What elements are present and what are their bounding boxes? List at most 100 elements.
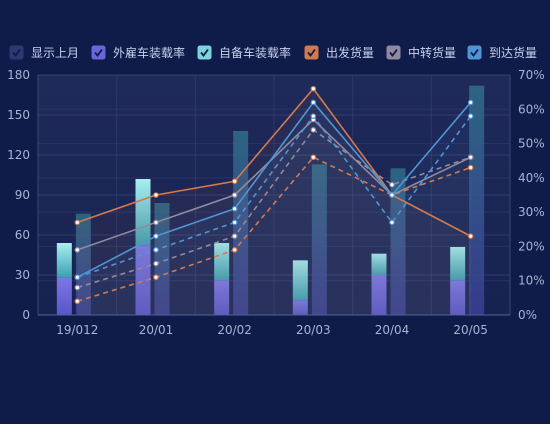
line-area-到达货量 [77,102,471,315]
legend-checkbox[interactable] [9,45,24,60]
bars [56,85,485,316]
legend: 显示上月 外雇车装载率 自备车装载率 出发货量 中转货量 到达货量 [9,45,537,60]
data-point[interactable] [153,219,159,226]
data-point[interactable] [467,233,474,239]
data-point[interactable] [231,178,238,185]
series-line-到达货量[interactable] [76,101,472,278]
legend-checkbox[interactable] [304,45,319,60]
legend-label: 中转货量 [408,45,456,60]
y-left-tick-label: 0 [22,308,30,322]
bar-current-top[interactable] [292,260,308,301]
bar-previous[interactable] [311,164,327,315]
bar-current-bottom[interactable] [135,245,151,315]
y-right-tick-label: 50% [518,137,545,151]
legend-item[interactable]: 到达货量 [467,45,537,60]
legend-checkbox[interactable] [467,45,482,60]
data-point[interactable] [153,247,159,253]
series-line-到达货量(上月)[interactable] [77,114,472,279]
legend-checkbox[interactable] [386,45,401,60]
y-right-tick-label: 10% [518,274,545,288]
y-left-tick-label: 120 [7,148,30,162]
bar-previous[interactable] [233,131,249,315]
data-point[interactable] [310,85,317,92]
legend-item[interactable]: 自备车装载率 [197,45,291,60]
bar-current-bottom[interactable] [214,280,230,315]
bar-previous[interactable] [75,213,91,315]
data-point[interactable] [310,99,317,106]
line-area-中转货量 [77,119,471,315]
data-point[interactable] [153,233,159,239]
series-line-中转货量[interactable] [77,118,472,251]
bar-current-top[interactable] [450,247,466,281]
x-tick-label: 20/01 [139,323,174,337]
series-line-出发货量[interactable] [77,87,472,237]
data-point[interactable] [74,247,81,253]
check-icon [94,48,103,57]
legend-label: 显示上月 [31,46,79,60]
data-point[interactable] [310,154,317,161]
data-point[interactable] [74,274,81,281]
data-point[interactable] [467,99,474,106]
data-point[interactable] [74,284,81,291]
data-point[interactable] [389,192,395,198]
check-icon [12,48,21,57]
y-left-tick-label: 150 [7,108,30,122]
x-tick-label: 20/05 [453,323,488,337]
data-point[interactable] [231,219,238,226]
data-point[interactable] [153,192,159,198]
legend-label: 出发货量 [326,45,374,60]
data-point[interactable] [153,274,159,281]
line-area-出发货量 [77,88,471,315]
data-point[interactable] [310,127,317,133]
data-point[interactable] [231,233,238,239]
lines [74,85,474,305]
legend-checkbox[interactable] [197,45,212,60]
data-point[interactable] [310,113,317,119]
data-point[interactable] [231,205,238,212]
data-point[interactable] [467,154,474,161]
y-right-tick-label: 70% [518,68,545,82]
x-tick-label: 20/02 [217,323,252,337]
y-right-tick-label: 30% [518,205,545,219]
legend-item[interactable]: 外雇车装载率 [91,45,185,60]
line-areas [77,88,471,315]
series-line-出发货量(上月)[interactable] [77,156,471,303]
legend-item[interactable]: 出发货量 [304,45,374,60]
data-point[interactable] [74,219,81,226]
y-right-tick-label: 20% [518,239,545,253]
y-left-tick-label: 180 [7,68,30,82]
y-right-tick-label: 0% [518,308,537,322]
bar-previous[interactable] [469,85,485,316]
legend-item[interactable]: 显示上月 [9,45,79,60]
bar-current-top[interactable] [371,253,387,275]
legend-label: 自备车装载率 [219,45,291,60]
bar-current-bottom[interactable] [371,275,387,315]
y-left-tick-label: 60 [15,228,30,242]
legend-checkbox[interactable] [91,45,106,60]
data-point[interactable] [467,113,474,119]
bar-previous[interactable] [390,168,406,315]
data-point[interactable] [467,164,474,171]
x-tick-label: 20/03 [296,323,331,337]
legend-label: 外雇车装载率 [113,45,185,60]
data-point[interactable] [389,219,395,226]
y-right-tick-label: 60% [518,102,545,116]
y-left-tick-label: 30 [15,268,30,282]
data-point[interactable] [74,298,81,305]
data-point[interactable] [231,247,238,253]
bar-current-top[interactable] [56,243,72,278]
bar-previous[interactable] [154,203,170,315]
legend-item[interactable]: 中转货量 [386,45,456,60]
bar-current-bottom[interactable] [56,277,72,315]
data-point[interactable] [231,192,238,198]
data-point[interactable] [153,260,159,267]
legend-label: 到达货量 [489,45,537,60]
bar-current-bottom[interactable] [450,280,466,315]
x-tick-label: 20/04 [375,323,410,337]
check-icon [307,48,316,57]
bar-current-bottom[interactable] [292,300,308,315]
check-icon [389,48,398,57]
data-point[interactable] [389,181,395,188]
y-right-tick-label: 40% [518,171,545,185]
